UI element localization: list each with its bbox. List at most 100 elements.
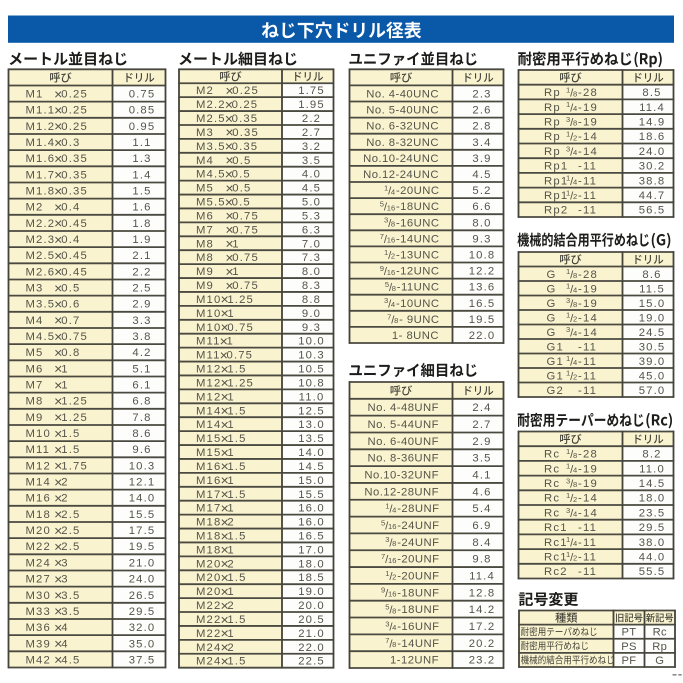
svg-text:-14UNF: -14UNF xyxy=(397,638,439,650)
svg-text:/: / xyxy=(384,202,388,214)
svg-text:1.6: 1.6 xyxy=(132,202,151,214)
svg-text:11.0: 11.0 xyxy=(299,391,325,403)
svg-text:1: 1 xyxy=(566,85,570,94)
svg-text:3: 3 xyxy=(566,476,570,485)
svg-text:1.5: 1.5 xyxy=(61,428,80,440)
svg-text:G: G xyxy=(547,283,557,295)
svg-text:15.0: 15.0 xyxy=(298,475,325,487)
svg-text:3: 3 xyxy=(566,325,570,334)
svg-text:3.5: 3.5 xyxy=(61,606,80,618)
svg-text:1: 1 xyxy=(227,544,234,556)
svg-text:/: / xyxy=(391,314,395,326)
svg-text:5: 5 xyxy=(385,603,389,612)
svg-text:1: 1 xyxy=(384,183,388,192)
svg-text:8.0: 8.0 xyxy=(472,217,491,229)
svg-text:14.5: 14.5 xyxy=(639,478,666,490)
svg-text:6.6: 6.6 xyxy=(472,201,491,213)
svg-text:/: / xyxy=(388,250,392,262)
svg-text:×: × xyxy=(220,584,228,600)
svg-text:-14: -14 xyxy=(578,131,598,143)
svg-text:M9: M9 xyxy=(196,266,214,278)
svg-text:×: × xyxy=(220,306,228,322)
svg-text:2: 2 xyxy=(573,314,577,323)
svg-text:5: 5 xyxy=(385,280,389,289)
svg-text:-12UNC: -12UNC xyxy=(396,266,440,278)
svg-text:M5: M5 xyxy=(26,347,44,359)
svg-text:×: × xyxy=(54,265,62,281)
svg-text:3: 3 xyxy=(61,557,68,569)
svg-text:55.5: 55.5 xyxy=(639,566,666,578)
svg-text:3: 3 xyxy=(566,144,570,153)
svg-text:2: 2 xyxy=(61,477,68,489)
svg-text:Rp: Rp xyxy=(652,641,667,653)
svg-text:1.5: 1.5 xyxy=(61,444,80,456)
svg-text:Rc2: Rc2 xyxy=(544,566,568,578)
svg-text:0.85: 0.85 xyxy=(129,105,156,117)
svg-text:×: × xyxy=(220,487,228,503)
svg-text:57.0: 57.0 xyxy=(639,385,666,397)
svg-text:M22: M22 xyxy=(26,541,51,553)
svg-text:4.5: 4.5 xyxy=(302,183,321,195)
svg-text:16.0: 16.0 xyxy=(298,503,325,515)
svg-text:32.0: 32.0 xyxy=(129,622,156,634)
svg-text:2: 2 xyxy=(391,252,395,261)
svg-text:2: 2 xyxy=(227,558,234,570)
svg-text:-14: -14 xyxy=(578,327,598,339)
svg-text:M10: M10 xyxy=(196,322,221,334)
svg-text:M2.5: M2.5 xyxy=(196,113,226,125)
svg-text:M1: M1 xyxy=(26,89,44,101)
svg-text:8: 8 xyxy=(573,119,577,128)
svg-text:5.3: 5.3 xyxy=(302,210,321,222)
svg-text:×: × xyxy=(54,297,62,313)
svg-text:16: 16 xyxy=(387,203,395,212)
svg-text:3.2: 3.2 xyxy=(302,141,321,153)
svg-text:16: 16 xyxy=(388,522,396,531)
svg-text:7: 7 xyxy=(385,636,389,645)
svg-text:10.8: 10.8 xyxy=(298,377,325,389)
svg-text:M2.5: M2.5 xyxy=(26,250,56,262)
svg-text:/: / xyxy=(388,186,392,198)
svg-text:29.5: 29.5 xyxy=(639,522,666,534)
svg-text:1: 1 xyxy=(566,369,570,378)
svg-text:8.6: 8.6 xyxy=(132,428,151,440)
svg-text:10.3: 10.3 xyxy=(129,460,156,472)
svg-text:×: × xyxy=(54,604,62,620)
svg-text:2: 2 xyxy=(573,192,577,201)
svg-text:×: × xyxy=(220,571,228,587)
svg-text:Rp: Rp xyxy=(544,102,561,114)
svg-text:×: × xyxy=(220,292,228,308)
svg-text:0.35: 0.35 xyxy=(61,169,88,181)
svg-text:×: × xyxy=(225,278,233,294)
svg-text:1: 1 xyxy=(566,267,570,276)
svg-text:×: × xyxy=(54,620,62,636)
svg-text:9.8: 9.8 xyxy=(472,554,491,566)
svg-text:/: / xyxy=(384,234,388,246)
svg-text:8: 8 xyxy=(392,539,396,548)
svg-text:M8: M8 xyxy=(196,252,214,264)
svg-text:M1.6: M1.6 xyxy=(26,153,56,165)
svg-text:1.8: 1.8 xyxy=(132,218,151,230)
svg-text:×: × xyxy=(225,209,233,225)
svg-text:M12: M12 xyxy=(196,391,221,403)
svg-text:1.25: 1.25 xyxy=(61,412,88,424)
svg-text:×: × xyxy=(220,515,228,531)
svg-text:5: 5 xyxy=(381,518,385,527)
svg-text:Rc1: Rc1 xyxy=(544,551,568,563)
svg-text:1: 1 xyxy=(566,174,570,183)
svg-text:G1: G1 xyxy=(547,370,564,382)
svg-text:1: 1 xyxy=(232,266,239,278)
svg-text:-11: -11 xyxy=(578,522,597,534)
svg-text:1: 1 xyxy=(385,569,389,578)
svg-text:1.9: 1.9 xyxy=(132,234,151,246)
svg-text:-14: -14 xyxy=(578,312,598,324)
svg-text:×: × xyxy=(220,390,228,406)
svg-text:1: 1 xyxy=(566,550,570,559)
svg-text:12.8: 12.8 xyxy=(469,587,496,599)
svg-text:Rp: Rp xyxy=(544,87,561,99)
svg-text:×: × xyxy=(54,362,62,378)
svg-text:0.45: 0.45 xyxy=(61,250,88,262)
svg-text:3: 3 xyxy=(385,619,389,628)
svg-text:29.5: 29.5 xyxy=(129,606,156,618)
svg-text:13.5: 13.5 xyxy=(298,433,325,445)
svg-text:1.25: 1.25 xyxy=(227,294,254,306)
